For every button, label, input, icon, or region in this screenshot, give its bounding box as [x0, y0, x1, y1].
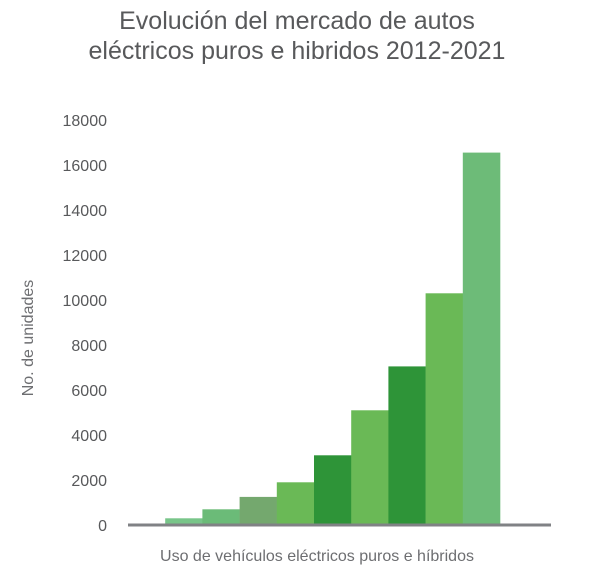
y-tick-label: 6000 [71, 383, 107, 400]
y-tick-label: 12000 [63, 248, 108, 265]
x-axis-title: Uso de vehículos eléctricos puros e híbr… [160, 548, 474, 565]
bar-2017 [314, 455, 352, 526]
bar-2019 [388, 366, 426, 525]
y-tick-label: 18000 [63, 113, 108, 130]
bar-2020 [425, 293, 464, 526]
bar-2016 [276, 482, 315, 526]
bar-2021 [462, 152, 501, 525]
bars [165, 152, 501, 526]
y-tick-label: 4000 [71, 428, 107, 445]
y-tick-label: 16000 [63, 158, 108, 175]
y-axis-ticks: 0 2000 4000 6000 8000 10000 12000 14000 16000 180… [63, 113, 108, 535]
y-tick-label: 0 [98, 518, 107, 535]
bar-2014 [202, 509, 240, 526]
y-tick-label: 2000 [71, 473, 107, 490]
bar-2015 [239, 496, 278, 525]
y-tick-label: 10000 [63, 293, 108, 310]
chart-title-line-1: Evolución del mercado de autos [119, 7, 475, 35]
y-tick-label: 14000 [63, 203, 108, 220]
chart-title-line-2: eléctricos puros e hibridos 2012-2021 [88, 37, 506, 65]
y-axis-title: No. de unidades [20, 280, 37, 397]
bar-2018 [351, 410, 389, 526]
y-tick-label: 8000 [71, 338, 107, 355]
bar-2013 [165, 518, 203, 526]
chart-title: Evolución del mercado de autos eléctrico… [0, 6, 594, 66]
